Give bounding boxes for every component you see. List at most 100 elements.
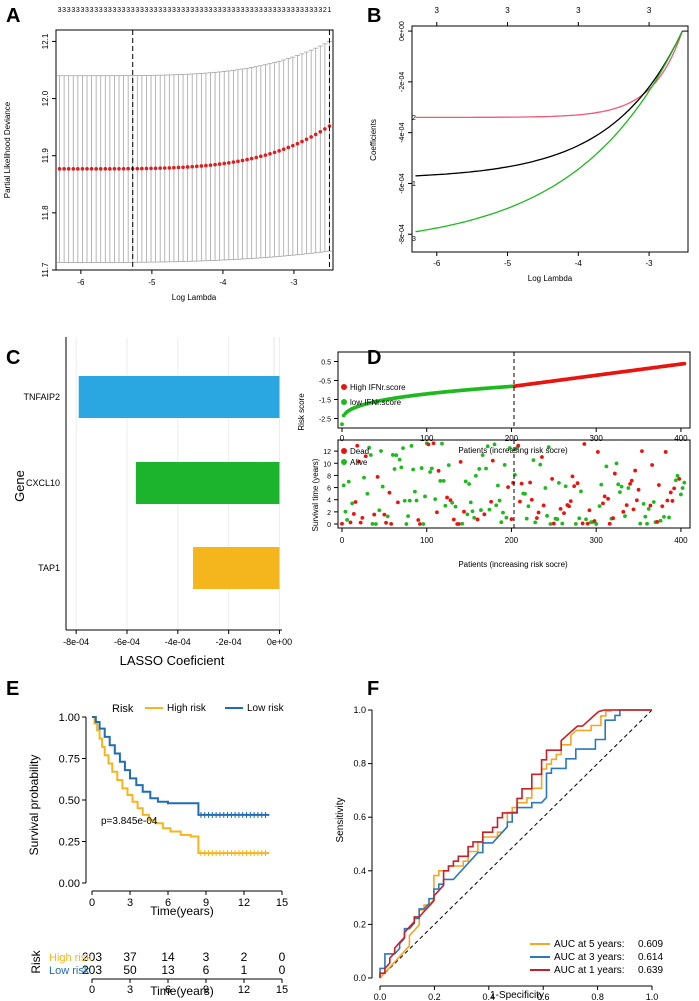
a-mean-point [213,162,217,167]
panel-label-f: F [367,678,379,700]
d-survival-point [392,467,397,471]
d-survival-point [414,498,419,503]
panel-b-top-counts: 3 3 3 3 [435,6,652,26]
a-top-count: 3 [190,7,194,14]
panel-f-legend-1y: AUC at 1 years: [554,965,625,976]
d-survival-point [501,510,505,515]
panel-f-ylabel: Sensitivity [335,797,346,842]
d-top-xtick-label: 300 [590,434,604,443]
d-survival-point [560,521,565,526]
d-survival-point [367,445,372,450]
a-ytick-label: 11.8 [41,205,50,221]
e-xtick-label: 12 [238,897,250,909]
e-risk-table-cell: 3 [203,950,210,964]
d-survival-point [601,501,605,506]
a-top-count: 3 [199,7,203,14]
a-mean-point [167,166,172,170]
d-survival-point [573,522,578,526]
d-survival-point [538,462,543,467]
a-mean-point [80,167,85,171]
panel-a-xlabel: Log Lambda [172,293,217,302]
a-mean-point [323,127,327,131]
d-survival-point [343,509,348,514]
a-top-count: 3 [154,7,158,14]
a-ytick-label: 11.7 [41,262,50,278]
b-ytick-label: -4e-04 [399,122,406,142]
d-survival-point [402,498,407,503]
d-survival-point [516,443,521,448]
d-survival-point [385,514,390,519]
e-risk-table-cell: 37 [123,950,137,964]
d-survival-point [655,520,660,524]
d-survival-point [445,495,449,500]
a-top-count: 3 [295,7,299,14]
panel-c-ylabel: Gene [12,470,27,502]
d-survival-point [457,522,461,526]
panel-e-pvalue: p=3.845e-04 [101,816,158,827]
d-survival-point [358,520,363,525]
d-survival-point [665,498,670,503]
d-survival-point [670,499,675,503]
e-risk-table-cell: 6 [203,963,210,977]
d-survival-point [629,478,634,483]
a-top-count: 3 [222,7,226,14]
a-top-count: 3 [67,7,71,14]
panel-c-marks: TNFAIP2 CXCL10 TAP1 [23,337,282,631]
a-top-count: 3 [177,7,181,14]
a-top-count: 3 [158,7,162,14]
d-survival-point [458,459,463,464]
d-survival-point [399,465,404,470]
a-mean-point [268,151,272,156]
d-survival-point [648,503,653,508]
d-survival-point [641,502,646,506]
panel-d-marks [340,352,687,528]
d-survival-point [492,442,497,447]
panel-e-legend-high: High risk [167,703,207,714]
b-ytick-label: -6e-04 [399,173,406,193]
a-top-count: 3 [218,7,222,14]
panel-f-xlabel: 1-Specificity [490,990,544,1001]
d-survival-point [416,518,421,522]
a-top-count: 3 [195,7,199,14]
a-top-count: 3 [204,7,208,14]
a-top-count: 3 [117,7,121,14]
d-survival-point [499,520,504,525]
a-mean-point [162,166,167,170]
a-top-count: 3 [309,7,313,14]
d-survival-point [379,449,383,453]
a-mean-point [66,167,71,171]
e-risk-table-cell: 13 [161,963,175,977]
d-survival-point [357,459,361,464]
a-top-count: 3 [318,7,322,14]
a-top-count: 3 [71,7,75,14]
e-km-curve-low [92,716,270,816]
d-survival-point [345,518,349,522]
d-survival-point [340,521,344,526]
d-survival-point [507,446,512,450]
a-mean-point [259,154,263,159]
d-survival-point [612,471,617,476]
panel-b-line-label-1: 1 [412,181,416,188]
a-top-count: 3 [62,7,66,14]
d-survival-point [373,522,378,526]
a-mean-point [277,149,281,153]
d-survival-point [375,474,380,479]
d-survival-point [531,458,536,462]
a-ytick-label: 11.9 [41,148,50,164]
a-mean-point [62,167,66,171]
d-survival-point [421,522,426,526]
d-top-xtick-label: 200 [505,434,519,443]
d-survival-point [387,490,392,495]
a-top-count: 2 [323,7,327,14]
d-survival-point [563,484,568,489]
d-survival-point [585,521,590,526]
d-survival-point [460,521,465,526]
a-mean-point [121,166,126,171]
d-survival-point [673,478,678,483]
a-top-count: 3 [80,7,84,14]
panel-e-x-ticks: 0 3 6 9 12 15 [89,891,288,909]
panel-f-legend-1y-value: 0.639 [638,965,663,976]
e-risk-table-cell: 50 [123,963,137,977]
d-survival-point [382,512,387,517]
